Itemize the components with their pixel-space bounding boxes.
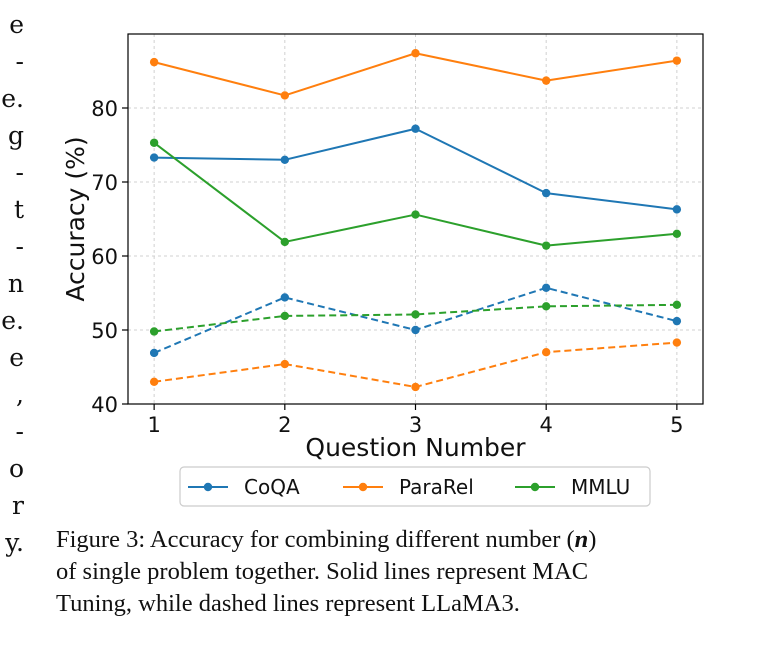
y-axis-title: Accuracy (%) <box>61 136 90 301</box>
margin-fragment: - <box>15 47 24 76</box>
caption-variable: n <box>574 526 589 553</box>
data-point <box>411 49 420 58</box>
margin-fragment: o <box>8 454 24 483</box>
caption-text: Figure 3: Accuracy for combining differe… <box>56 526 575 553</box>
caption-line: Tuning, while dashed lines represent LLa… <box>56 588 736 620</box>
y-tick-label: 40 <box>91 393 118 417</box>
caption-text: ) <box>588 526 597 553</box>
legend: CoQA ParaRel MMLU <box>179 466 651 507</box>
legend-item-mmlu: MMLU <box>515 475 630 499</box>
margin-fragment: - <box>15 158 24 187</box>
data-point <box>411 382 420 392</box>
legend-frame <box>179 466 651 507</box>
data-point <box>541 302 551 311</box>
data-point <box>672 205 682 214</box>
series-coqa-dashed <box>149 283 682 358</box>
data-point <box>149 348 159 358</box>
margin-fragment: e. <box>1 84 24 113</box>
data-point <box>280 237 290 247</box>
grid-lines <box>128 34 703 405</box>
x-axis-title: Question Number <box>305 433 526 462</box>
margin-text-fragments: e - e. g - t - n e. e, - o r y. <box>0 6 24 561</box>
data-point <box>280 155 290 164</box>
data-point <box>672 229 682 238</box>
data-point <box>280 91 290 100</box>
legend-label: CoQA <box>244 475 300 499</box>
x-tick-label: 4 <box>539 413 552 437</box>
y-tick-label: 70 <box>91 171 118 195</box>
data-point <box>672 300 682 310</box>
data-point <box>411 124 420 133</box>
margin-fragment: n <box>7 269 24 298</box>
margin-fragment: e. <box>1 306 24 335</box>
legend-item-coqa: CoQA <box>188 475 300 499</box>
data-point <box>411 325 420 335</box>
margin-fragment: g <box>7 121 24 150</box>
margin-fragment: y. <box>5 528 24 557</box>
data-point <box>280 311 290 321</box>
data-point <box>541 76 551 85</box>
legend-swatch-marker <box>358 482 368 492</box>
legend-swatch-marker <box>203 482 213 492</box>
data-point <box>541 283 551 293</box>
axis-ticks: 40 50 60 70 80 1 2 3 4 5 <box>91 97 683 437</box>
legend-label: MMLU <box>571 475 630 499</box>
series-line <box>153 286 678 354</box>
series-pararel-solid <box>149 49 682 100</box>
data-point <box>672 56 682 65</box>
accuracy-line-chart: 40 50 60 70 80 1 2 3 4 5 Question Number Accuracy… <box>61 33 704 507</box>
y-tick-label: 60 <box>91 245 118 269</box>
y-tick-label: 80 <box>91 97 118 121</box>
series-mmlu-dashed <box>149 300 682 336</box>
legend-label: ParaRel <box>399 475 474 499</box>
data-point <box>149 327 159 336</box>
margin-fragment: - <box>15 232 24 261</box>
caption-text: Tuning, while dashed lines represent LLa… <box>56 590 520 617</box>
caption-line: Figure 3: Accuracy for combining differe… <box>56 524 736 556</box>
data-point <box>280 359 290 369</box>
series-group <box>149 49 682 392</box>
data-point <box>541 241 551 250</box>
margin-fragment: - <box>15 417 24 446</box>
margin-fragment: e <box>9 343 24 372</box>
data-point <box>149 153 159 162</box>
data-point <box>672 316 682 326</box>
y-tick-label: 50 <box>91 319 118 343</box>
series-pararel-dashed <box>149 338 682 392</box>
margin-fragment: r <box>12 491 24 520</box>
data-point <box>541 348 551 357</box>
legend-item-pararel: ParaRel <box>343 475 474 499</box>
data-point <box>149 377 159 386</box>
data-point <box>541 188 551 198</box>
figure-caption: Figure 3: Accuracy for combining differe… <box>56 524 736 620</box>
legend-swatch-marker <box>530 482 540 492</box>
x-tick-label: 2 <box>278 413 291 437</box>
data-point <box>149 138 159 147</box>
series-mmlu-solid <box>149 138 682 250</box>
x-tick-label: 5 <box>670 413 683 437</box>
data-point <box>280 293 290 302</box>
series-coqa-solid <box>149 124 682 214</box>
caption-line: of single problem together. Solid lines … <box>56 556 736 588</box>
x-tick-label: 3 <box>409 413 422 437</box>
data-point <box>411 310 420 319</box>
x-tick-label: 1 <box>147 413 160 437</box>
data-point <box>149 57 159 67</box>
margin-fragment: e <box>9 10 24 39</box>
margin-fragment: t <box>13 195 24 224</box>
caption-text: of single problem together. Solid lines … <box>56 558 589 585</box>
data-point <box>411 210 420 219</box>
margin-fragment: , <box>16 380 24 409</box>
data-point <box>672 338 682 347</box>
